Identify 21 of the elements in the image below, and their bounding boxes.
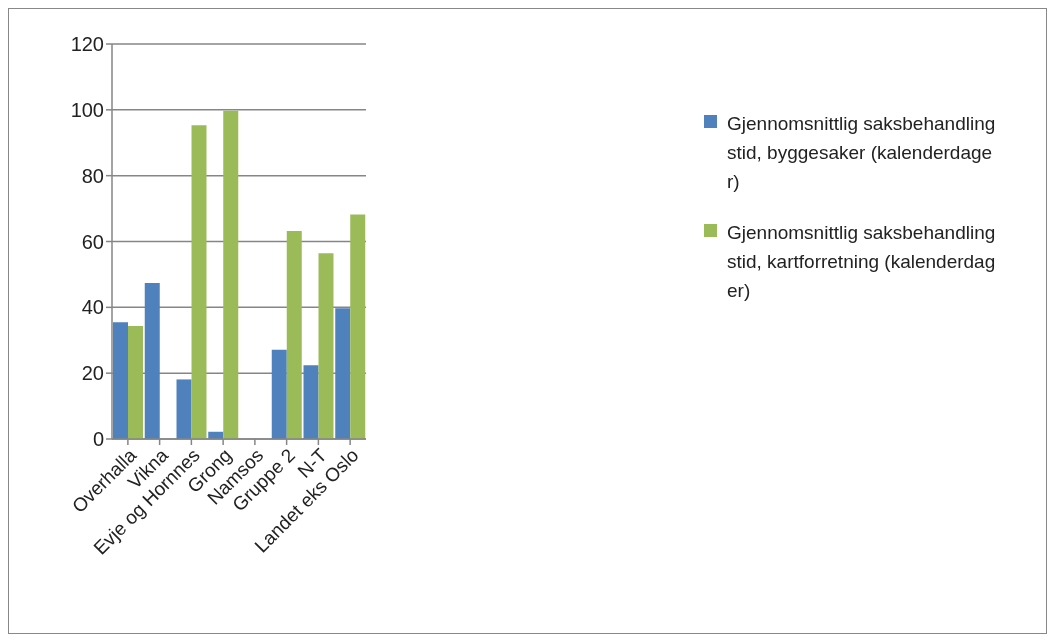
bar — [128, 326, 143, 439]
y-tick-label: 0 — [92, 428, 104, 451]
y-tick-label: 40 — [81, 296, 104, 319]
y-tick-label: 100 — [70, 98, 104, 121]
bar — [335, 308, 351, 439]
bar — [113, 322, 128, 439]
bar — [176, 379, 192, 439]
bar — [144, 282, 160, 439]
bar — [286, 230, 302, 439]
y-tick-label: 80 — [81, 164, 104, 187]
y-tick-label: 20 — [81, 362, 104, 385]
bar — [223, 110, 239, 439]
y-tick-label: 120 — [70, 33, 104, 56]
bar — [191, 125, 207, 439]
legend-label: Gjennomsnittlig saksbehandlingstid, kartforretning (kalenderdager) — [727, 221, 997, 303]
bar — [350, 214, 366, 439]
bar — [303, 365, 319, 439]
legend-label: Gjennomsnittlig saksbehandlingstid, byggesaker (kalenderdager) — [727, 112, 997, 194]
y-tick-label: 60 — [81, 230, 104, 253]
bar — [318, 253, 334, 439]
bar — [271, 349, 287, 439]
